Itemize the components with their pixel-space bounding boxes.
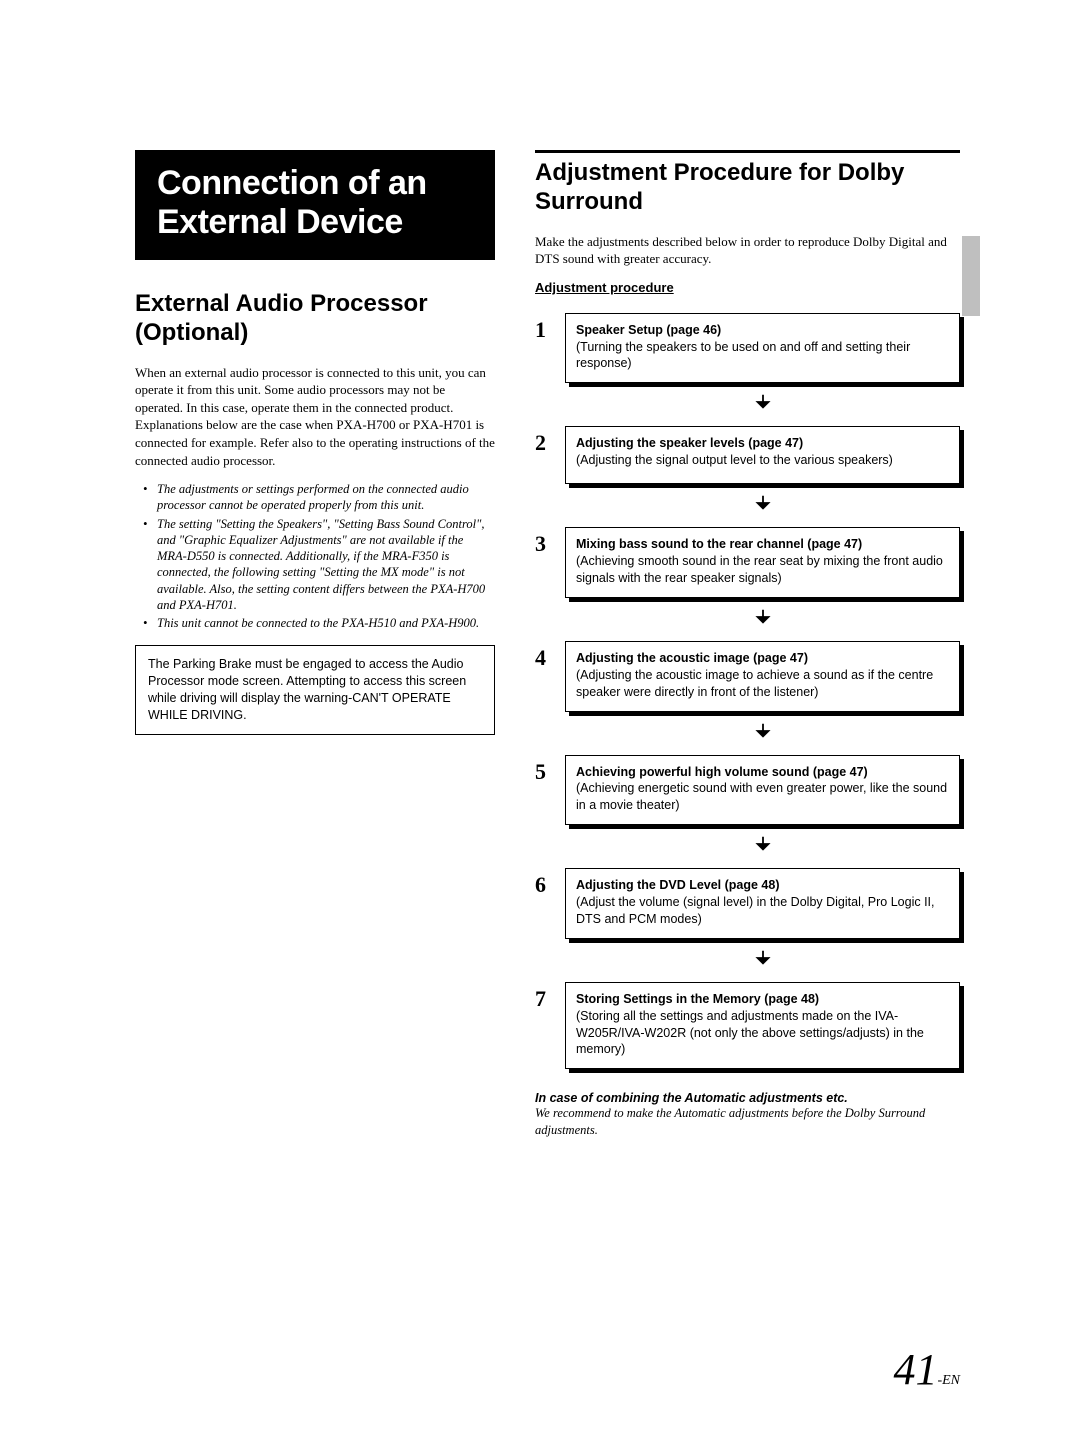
step-body: (Storing all the settings and adjustment… bbox=[576, 1008, 949, 1059]
step-box-wrap: Adjusting the speaker levels (page 47) (A… bbox=[565, 426, 960, 484]
step-number: 2 bbox=[535, 426, 553, 454]
procedure-step: 7 Storing Settings in the Memory (page 48… bbox=[535, 982, 960, 1070]
side-tab bbox=[962, 236, 980, 316]
right-intro-paragraph: Make the adjustments described below in … bbox=[535, 233, 960, 268]
procedure-step: 4 Adjusting the acoustic image (page 47) (… bbox=[535, 641, 960, 712]
procedure-step: 2 Adjusting the speaker levels (page 47) (… bbox=[535, 426, 960, 484]
right-section-heading: Adjustment Procedure for Dolby Surround bbox=[535, 159, 960, 217]
step-box-wrap: Mixing bass sound to the rear channel (p… bbox=[565, 527, 960, 598]
step-title: Adjusting the speaker levels (page 47) bbox=[576, 436, 803, 450]
down-arrow-icon bbox=[565, 949, 960, 972]
down-arrow-icon bbox=[565, 608, 960, 631]
footnote-title: In case of combining the Automatic adjus… bbox=[535, 1091, 960, 1105]
step-box-wrap: Adjusting the acoustic image (page 47) (A… bbox=[565, 641, 960, 712]
down-arrow-icon bbox=[565, 393, 960, 416]
step-number: 1 bbox=[535, 313, 553, 341]
down-arrow-icon bbox=[565, 722, 960, 745]
step-box: Achieving powerful high volume sound (pa… bbox=[565, 755, 960, 826]
step-title: Storing Settings in the Memory (page 48) bbox=[576, 992, 819, 1006]
footnote-body: We recommend to make the Automatic adjus… bbox=[535, 1105, 960, 1138]
step-box: Storing Settings in the Memory (page 48)… bbox=[565, 982, 960, 1070]
page-number-suffix: -EN bbox=[937, 1373, 960, 1388]
chapter-title-line2: External Device bbox=[157, 203, 473, 242]
step-box: Adjusting the acoustic image (page 47) (A… bbox=[565, 641, 960, 712]
procedure-step: 3 Mixing bass sound to the rear channel (… bbox=[535, 527, 960, 598]
step-body: (Achieving smooth sound in the rear seat… bbox=[576, 553, 949, 587]
procedure-steps: 1 Speaker Setup (page 46) (Turning the spe… bbox=[535, 313, 960, 1070]
step-title: Achieving powerful high volume sound (pa… bbox=[576, 765, 868, 779]
step-number: 6 bbox=[535, 868, 553, 896]
step-body: (Adjusting the acoustic image to achieve… bbox=[576, 667, 949, 701]
left-column: Connection of an External Device Externa… bbox=[135, 150, 495, 1138]
step-box-wrap: Speaker Setup (page 46) (Turning the spea… bbox=[565, 313, 960, 384]
step-body: (Turning the speakers to be used on and … bbox=[576, 339, 949, 373]
procedure-label: Adjustment procedure bbox=[535, 280, 960, 295]
step-body: (Adjusting the signal output level to th… bbox=[576, 452, 949, 469]
parking-brake-note: The Parking Brake must be engaged to acc… bbox=[135, 645, 495, 735]
left-intro-paragraph: When an external audio processor is conn… bbox=[135, 364, 495, 469]
step-body: (Achieving energetic sound with even gre… bbox=[576, 780, 949, 814]
step-title: Speaker Setup (page 46) bbox=[576, 323, 721, 337]
step-number: 7 bbox=[535, 982, 553, 1010]
procedure-step: 5 Achieving powerful high volume sound (p… bbox=[535, 755, 960, 826]
step-box: Adjusting the speaker levels (page 47) (A… bbox=[565, 426, 960, 484]
step-title: Mixing bass sound to the rear channel (p… bbox=[576, 537, 862, 551]
step-box: Mixing bass sound to the rear channel (p… bbox=[565, 527, 960, 598]
step-number: 5 bbox=[535, 755, 553, 783]
page-number: 41-EN bbox=[893, 1344, 960, 1395]
down-arrow-icon bbox=[565, 494, 960, 517]
step-number: 3 bbox=[535, 527, 553, 555]
left-section-heading: External Audio Processor (Optional) bbox=[135, 290, 495, 348]
right-column: Adjustment Procedure for Dolby Surround … bbox=[535, 150, 960, 1138]
left-bullet-list: The adjustments or settings performed on… bbox=[135, 481, 495, 631]
bullet-item: The setting "Setting the Speakers", "Set… bbox=[147, 516, 495, 614]
step-number: 4 bbox=[535, 641, 553, 669]
bullet-item: The adjustments or settings performed on… bbox=[147, 481, 495, 514]
procedure-step: 6 Adjusting the DVD Level (page 48) (Adjus… bbox=[535, 868, 960, 939]
step-box-wrap: Adjusting the DVD Level (page 48) (Adjust… bbox=[565, 868, 960, 939]
step-title: Adjusting the DVD Level (page 48) bbox=[576, 878, 780, 892]
step-box: Speaker Setup (page 46) (Turning the spea… bbox=[565, 313, 960, 384]
page-content: Connection of an External Device Externa… bbox=[0, 0, 1080, 1198]
page-number-main: 41 bbox=[893, 1345, 937, 1394]
step-title: Adjusting the acoustic image (page 47) bbox=[576, 651, 808, 665]
bullet-item: This unit cannot be connected to the PXA… bbox=[147, 615, 495, 631]
procedure-step: 1 Speaker Setup (page 46) (Turning the spe… bbox=[535, 313, 960, 384]
chapter-title-block: Connection of an External Device bbox=[135, 150, 495, 260]
down-arrow-icon bbox=[565, 835, 960, 858]
chapter-title-line1: Connection of an bbox=[157, 164, 473, 203]
heading-rule bbox=[535, 150, 960, 153]
step-body: (Adjust the volume (signal level) in the… bbox=[576, 894, 949, 928]
step-box-wrap: Achieving powerful high volume sound (pa… bbox=[565, 755, 960, 826]
step-box: Adjusting the DVD Level (page 48) (Adjust… bbox=[565, 868, 960, 939]
step-box-wrap: Storing Settings in the Memory (page 48)… bbox=[565, 982, 960, 1070]
